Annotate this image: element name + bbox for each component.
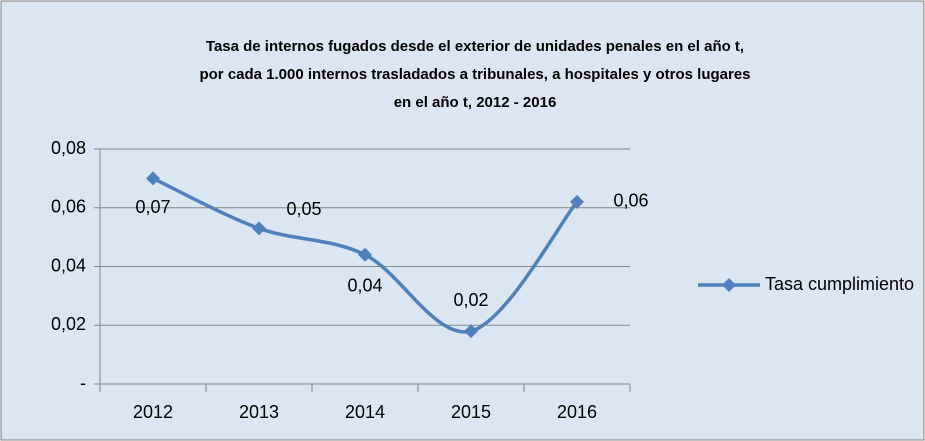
data-label: 0,06 bbox=[613, 191, 648, 211]
data-label: 0,04 bbox=[347, 276, 382, 296]
x-tick-label: 2013 bbox=[239, 402, 279, 422]
chart-title: en el año t, 2012 - 2016 bbox=[394, 94, 557, 111]
chart-title: Tasa de internos fugados desde el exteri… bbox=[206, 38, 744, 55]
marker bbox=[358, 247, 372, 262]
x-tick-label: 2012 bbox=[133, 402, 173, 422]
marker bbox=[464, 324, 478, 339]
data-label: 0,05 bbox=[286, 199, 321, 219]
series-line bbox=[152, 176, 579, 334]
x-tick-label: 2014 bbox=[345, 402, 385, 422]
y-tick-label: 0,04 bbox=[51, 255, 86, 275]
legend-marker bbox=[722, 278, 736, 292]
y-tick-label: - bbox=[80, 373, 86, 393]
x-tick-label: 2016 bbox=[557, 402, 597, 422]
y-tick-label: 0,06 bbox=[51, 197, 86, 217]
data-label: 0,02 bbox=[453, 290, 488, 310]
marker bbox=[252, 221, 266, 236]
y-tick-label: 0,02 bbox=[51, 314, 86, 334]
marker bbox=[146, 171, 160, 186]
marker bbox=[570, 194, 584, 209]
legend-label: Tasa cumplimiento bbox=[765, 274, 914, 294]
data-label: 0,07 bbox=[135, 197, 170, 217]
y-tick-label: 0,08 bbox=[51, 138, 86, 158]
chart-title: por cada 1.000 internos trasladados a tr… bbox=[199, 66, 750, 83]
x-tick-label: 2015 bbox=[451, 402, 491, 422]
